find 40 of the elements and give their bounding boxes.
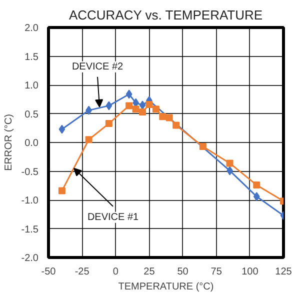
point: [253, 192, 260, 202]
annotation: DEVICE #1: [87, 212, 140, 223]
x-tick-label: -50: [41, 266, 56, 278]
point: [152, 106, 160, 113]
y-tick-label: -1.5: [21, 224, 39, 236]
point: [58, 187, 66, 194]
y-tick-label: -0.5: [21, 166, 39, 178]
point: [126, 102, 133, 110]
y-tick-label: 1.0: [24, 80, 39, 92]
x-tick-label: 25: [144, 266, 156, 278]
y-tick-label: -1.0: [21, 196, 39, 206]
x-tick-label: 50: [177, 266, 189, 278]
x-tick-label: 100: [242, 266, 259, 278]
point: [146, 101, 153, 108]
point: [253, 182, 260, 189]
point: [226, 160, 234, 167]
point: [105, 120, 112, 128]
x-tick-label: 0: [112, 266, 119, 278]
point: [126, 90, 132, 99]
x-tick-label: 125: [275, 266, 292, 278]
y-tick-label: 1.5: [24, 52, 39, 63]
y-tick-label: 0.0: [24, 138, 39, 149]
point: [106, 101, 112, 110]
y-tick-label: -2.0: [21, 253, 39, 264]
x-tick-label: 75: [210, 266, 222, 278]
point: [139, 108, 146, 116]
point: [132, 106, 140, 113]
x-tick-label: -25: [74, 266, 90, 278]
point: [199, 143, 206, 150]
y-tick-label: 0.5: [24, 109, 39, 120]
point: [85, 136, 92, 144]
y-tick-label: 2.0: [24, 23, 39, 34]
point: [58, 124, 66, 134]
x-axis-title: TEMPERATURE (°C): [118, 282, 214, 292]
annotation: DEVICE #2: [72, 61, 124, 72]
y-axis-title: ERROR (°C): [3, 114, 14, 171]
point: [166, 114, 173, 122]
point: [159, 113, 166, 120]
chart-title: ACCURACY vs. TEMPERATURE: [68, 8, 263, 22]
point: [172, 122, 180, 129]
